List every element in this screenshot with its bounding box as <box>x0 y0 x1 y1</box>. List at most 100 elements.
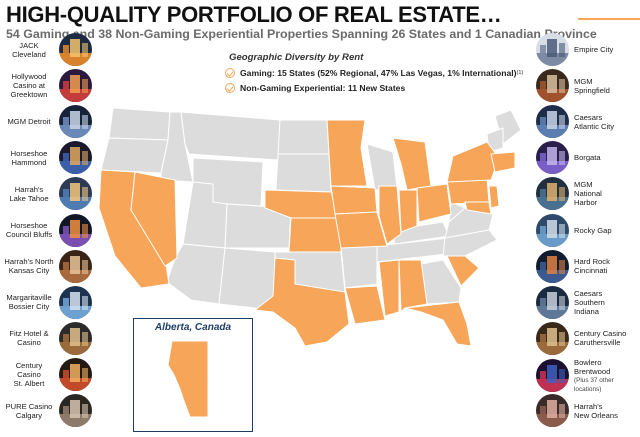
property-label-line: New Orleans <box>574 410 618 420</box>
state-sd <box>275 153 332 193</box>
property-label: JACK Cleveland <box>3 41 55 59</box>
property-item: Margaritaville Bossier City <box>0 285 92 319</box>
property-label: Margaritaville Bossier City <box>3 293 55 311</box>
property-label-line: Indiana <box>574 306 599 316</box>
property-label-line: Harbor <box>574 198 598 208</box>
property-label-line: Kansas City <box>8 266 50 276</box>
property-label-line: Empire City <box>574 45 614 54</box>
state-md <box>464 201 492 215</box>
property-label-line: JACK <box>19 40 39 50</box>
legend-non-gaming-label: Non-Gaming Experiential: 11 New States <box>240 83 406 93</box>
property-label-line: Greektown <box>10 90 48 100</box>
property-photo <box>59 321 92 355</box>
state-mt <box>180 111 281 161</box>
state-sc <box>446 255 480 287</box>
property-photo <box>59 177 92 211</box>
property-label-line: MGM <box>574 76 593 86</box>
property-photo <box>536 394 569 427</box>
state-ia <box>330 185 378 215</box>
property-note: (Plus 37 other locations) <box>574 376 614 393</box>
property-label-line: Casino <box>17 338 41 348</box>
state-il <box>378 185 402 245</box>
property-label: PURE Casino Calgary <box>3 402 55 420</box>
legend: Geographic Diversity by Rent Gaming: 15 … <box>225 52 525 93</box>
property-label-line: Brentwood <box>574 366 611 376</box>
property-label-line: Caesars <box>574 112 603 122</box>
property-label: Century Casino St. Albert <box>3 361 55 388</box>
property-item: Harrah's New Orleans <box>536 394 640 427</box>
property-label-line: Calgary <box>15 410 43 420</box>
property-label-line: Atlantic City <box>574 121 615 131</box>
state-mi <box>392 137 432 191</box>
footnote-marker: (1) <box>516 70 524 76</box>
page-title: HIGH-QUALITY PORTFOLIO OF REAL ESTATE… <box>6 2 502 27</box>
state-ks <box>288 217 342 253</box>
property-photo <box>536 359 569 393</box>
property-label-line: Rocky Gap <box>574 225 612 235</box>
property-label-line: Borgata <box>574 153 601 163</box>
property-photo <box>536 213 569 247</box>
property-photo <box>59 213 92 247</box>
property-photo <box>536 141 569 175</box>
alberta-shape <box>167 340 209 418</box>
property-label: Century Casino Caruthersville <box>574 329 638 347</box>
property-label-line: Bossier City <box>8 302 50 312</box>
property-item: Horseshoe Hammond <box>0 141 92 175</box>
property-item: Borgata <box>536 141 640 175</box>
property-label: Fitz Hotel & Casino <box>3 329 55 347</box>
property-item: PURE Casino Calgary <box>0 394 92 427</box>
property-item: Fitz Hotel & Casino <box>0 321 92 355</box>
property-photo <box>536 33 569 66</box>
property-label-line: Hard Rock <box>574 257 610 267</box>
property-item: JACK Cleveland <box>0 33 92 66</box>
property-photo <box>536 321 569 355</box>
property-item: Harrah's Lake Tahoe <box>0 177 92 211</box>
property-item: Caesars Atlantic City <box>536 105 640 139</box>
property-label-line: Casino at <box>12 81 46 91</box>
property-photo <box>536 105 569 139</box>
property-photo <box>59 69 92 103</box>
property-item: Caesars Southern Indiana <box>536 285 640 319</box>
property-item: MGM Detroit <box>0 105 92 139</box>
property-item: Rocky Gap <box>536 213 640 247</box>
state-al <box>398 259 428 313</box>
property-label: Empire City <box>574 45 638 54</box>
property-photo <box>59 141 92 175</box>
property-label-line: Century Casino <box>574 329 627 339</box>
property-label-line: Harrah's <box>574 401 603 411</box>
state-ar <box>340 245 378 289</box>
alberta-inset-title: Alberta, Canada <box>154 322 232 333</box>
property-item: Bowlero Brentwood (Plus 37 other locations… <box>536 358 640 394</box>
us-map <box>98 107 522 347</box>
legend-non-gaming: Non-Gaming Experiential: 11 New States <box>225 83 525 93</box>
property-label: Horseshoe Council Bluffs <box>3 221 55 239</box>
property-label: Caesars Southern Indiana <box>574 289 638 316</box>
legend-gaming-label: Gaming: 15 States (52% Regional, 47% Las… <box>240 68 517 78</box>
property-label: Bowlero Brentwood (Plus 37 other locations… <box>574 358 638 394</box>
property-label-line: Margaritaville <box>6 293 52 303</box>
property-label: Hollywood Casino at Greektown <box>3 72 55 99</box>
property-photo <box>59 105 92 139</box>
property-label-line: St. Albert <box>13 378 45 388</box>
property-photo <box>59 285 92 319</box>
property-photo <box>59 249 92 283</box>
property-label-line: Harrah's <box>14 184 44 194</box>
legend-title: Geographic Diversity by Rent <box>229 52 364 63</box>
property-label-line: PURE Casino <box>5 401 53 411</box>
property-label-line: Southern <box>574 297 605 307</box>
property-photo <box>536 177 569 211</box>
property-item: MGM Springfield <box>536 69 640 103</box>
property-label-line: Lake Tahoe <box>9 193 49 203</box>
property-label: MGM National Harbor <box>574 180 638 207</box>
property-item: Century Casino St. Albert <box>0 357 92 391</box>
property-label-line: Hollywood <box>11 72 47 82</box>
legend-gaming: Gaming: 15 States (52% Regional, 47% Las… <box>225 68 525 78</box>
property-item: Harrah's North Kansas City <box>0 249 92 283</box>
state-mo <box>334 211 388 249</box>
state-in <box>398 189 418 233</box>
property-label-line: Cleveland <box>12 49 46 59</box>
check-circle-icon <box>225 83 235 93</box>
page-subtitle: 54 Gaming and 38 Non-Gaming Experiential… <box>6 27 597 41</box>
state-ny <box>446 141 500 183</box>
property-label-line: Council Bluffs <box>5 230 53 239</box>
